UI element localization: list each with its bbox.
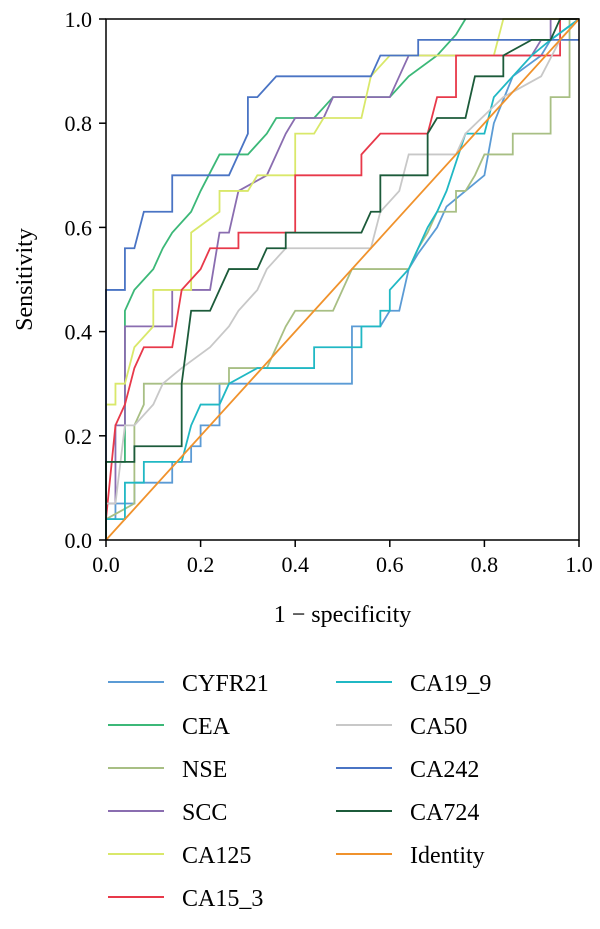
series-line-ca125 [105,18,579,540]
y-tick-label: 0.8 [65,111,93,136]
series-line-ca19-9 [105,18,580,540]
y-tick-label: 0.2 [65,424,93,449]
series-line-ca15-3 [105,18,579,540]
legend-label: CYFR21 [182,671,269,697]
y-axis: 0.0 0.2 0.4 0.6 0.8 1.0 [65,7,106,553]
series-line-cea [105,18,467,540]
legend-label: CA724 [410,800,479,826]
x-tick-label: 0.0 [92,552,120,577]
legend-label: CEA [182,714,231,740]
x-axis-label: 1 − specificity [274,602,412,628]
y-tick-label: 0.0 [65,528,93,553]
y-axis-label: Sensitivity [12,228,38,331]
legend-item: CYFR21 [108,671,269,697]
series-line-identity [105,18,580,541]
legend-label: SCC [182,800,227,826]
y-tick-label: 0.4 [65,320,93,345]
legend: CYFR21 CEA NSE SCC CA125 CA15_3 CA19_9 CA50 CA24… [108,671,491,912]
legend-label: Identity [410,843,485,869]
legend-item: CA15_3 [108,886,263,912]
legend-label: NSE [182,757,227,783]
legend-item: CEA [108,714,231,740]
legend-item: Identity [336,843,485,869]
x-tick-label: 0.2 [187,552,215,577]
series-line-ca242 [105,38,579,540]
legend-label: CA19_9 [410,671,491,697]
legend-item: CA19_9 [336,671,491,697]
series-line-ca724 [105,18,579,540]
legend-item: SCC [108,800,227,826]
x-tick-label: 1.0 [565,552,593,577]
legend-item: CA50 [336,714,467,740]
legend-label: CA242 [410,757,479,783]
legend-item: CA724 [336,800,479,826]
x-tick-label: 0.4 [281,552,309,577]
legend-label: CA50 [410,714,467,740]
y-tick-label: 0.6 [65,215,93,240]
legend-item: CA125 [108,843,251,869]
legend-label: CA125 [182,843,251,869]
legend-item: CA242 [336,757,479,783]
y-tick-label: 1.0 [65,7,93,32]
x-tick-label: 0.6 [376,552,404,577]
series-lines [105,18,580,541]
legend-item: NSE [108,757,227,783]
x-tick-label: 0.8 [471,552,499,577]
plot-frame [105,18,580,541]
series-line-ca50 [105,18,580,540]
x-axis: 0.0 0.2 0.4 0.6 0.8 1.0 [92,540,593,577]
legend-label: CA15_3 [182,886,263,912]
